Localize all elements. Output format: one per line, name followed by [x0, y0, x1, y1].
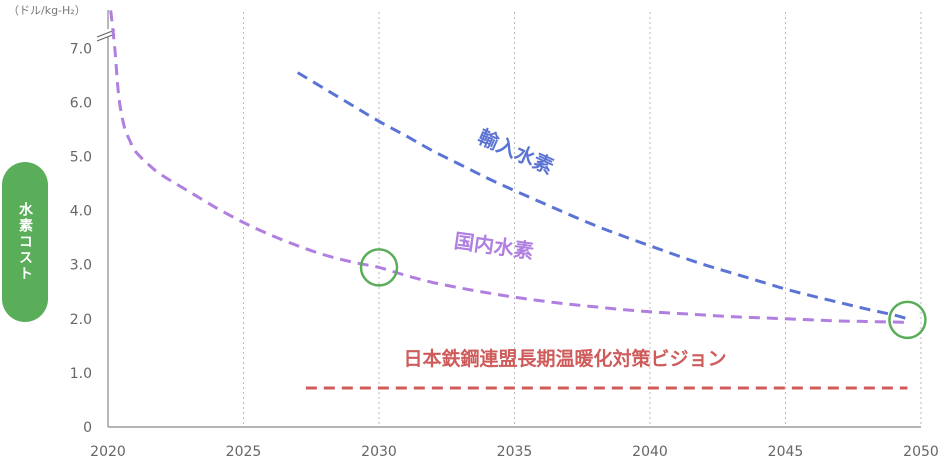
reference-line-label: 日本鉄鋼連盟長期温暖化対策ビジョン [403, 347, 726, 370]
y-tick-label: 7.0 [70, 41, 92, 57]
highlight-circle [359, 248, 399, 287]
y-tick-label: 6.0 [70, 95, 92, 111]
y-axis-label: 水素コスト [17, 202, 33, 282]
x-tick-label: 2045 [768, 444, 804, 460]
highlight-circles [359, 248, 927, 340]
x-tick-label: 2030 [361, 444, 397, 460]
x-tick-labels: 2020 2025 2030 2035 2040 2045 2050 [90, 444, 939, 460]
y-tick-label: 2.0 [70, 312, 92, 328]
series-line-1 [109, 10, 908, 325]
series-lines [109, 10, 908, 390]
y-tick-labels: 0 1.0 2.0 3.0 4.0 5.0 6.0 7.0 [70, 41, 92, 436]
x-tick-label: 2020 [90, 444, 126, 460]
y-tick-label: 3.0 [70, 258, 92, 274]
series-label-imported: 輸入水素 [474, 124, 557, 178]
x-tick-label: 2035 [497, 444, 533, 460]
y-tick-label: 5.0 [70, 150, 92, 166]
x-tick-label: 2040 [632, 444, 668, 460]
x-tick-label: 2050 [903, 444, 939, 460]
y-tick-label: 4.0 [70, 204, 92, 220]
x-tick-label: 2025 [226, 444, 262, 460]
y-axis-label-pill: 水素コスト [2, 162, 48, 322]
unit-label: （ドル/kg-H₂） [8, 4, 86, 17]
series-label-domestic: 国内水素 [453, 229, 536, 264]
y-tick-label: 0 [83, 420, 92, 436]
series-line-0 [296, 71, 908, 321]
highlight-circle [888, 300, 927, 340]
y-tick-label: 1.0 [70, 366, 92, 382]
vertical-grid [243, 12, 922, 427]
